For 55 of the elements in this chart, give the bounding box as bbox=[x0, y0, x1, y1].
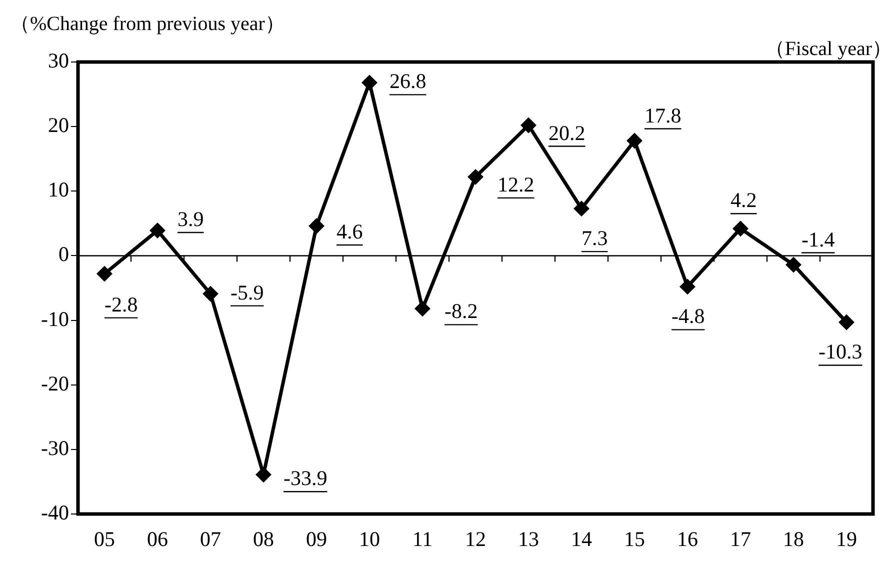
y-tick-label: 0 bbox=[58, 242, 69, 266]
data-label: 17.8 bbox=[644, 103, 682, 128]
data-label: 4.6 bbox=[336, 220, 363, 244]
point bbox=[415, 301, 430, 316]
y-axis-title: （%Change from previous year） bbox=[10, 12, 285, 37]
x-tick-label: 10 bbox=[359, 527, 380, 552]
point bbox=[256, 467, 271, 482]
y-tick-label: -20 bbox=[41, 371, 69, 396]
point bbox=[786, 258, 801, 272]
x-tick-label: 07 bbox=[200, 527, 221, 552]
data-label: -5.9 bbox=[230, 280, 264, 304]
y-tick-label: -10 bbox=[41, 306, 69, 331]
point bbox=[733, 221, 748, 236]
point bbox=[574, 201, 589, 216]
x-tick-label: 06 bbox=[147, 527, 168, 552]
data-label: -2.8 bbox=[104, 292, 138, 316]
x-tick-label: 14 bbox=[571, 527, 592, 552]
x-tick-label: 11 bbox=[412, 527, 433, 552]
data-label: 3.9 bbox=[178, 207, 204, 232]
data-label: 4.2 bbox=[730, 188, 757, 212]
x-tick-label: 09 bbox=[306, 527, 327, 552]
data-label: 20.2 bbox=[548, 120, 586, 145]
x-tick-label: 08 bbox=[253, 527, 274, 552]
x-tick-label: 15 bbox=[624, 527, 645, 552]
x-tick-label: 17 bbox=[730, 527, 751, 552]
x-tick-label: 16 bbox=[677, 527, 698, 552]
data-label: 12.2 bbox=[498, 172, 534, 196]
y-tick-label: 10 bbox=[48, 178, 69, 202]
point bbox=[521, 118, 536, 133]
point bbox=[309, 218, 324, 234]
point bbox=[97, 266, 112, 282]
data-label: -4.8 bbox=[672, 304, 705, 328]
data-label: -33.9 bbox=[284, 466, 328, 490]
point bbox=[468, 170, 483, 184]
data-label: 7.3 bbox=[582, 226, 608, 250]
x-tick-label: 19 bbox=[836, 527, 857, 552]
x-tick-label: 12 bbox=[465, 527, 486, 552]
y-tick-label: 20 bbox=[48, 113, 69, 138]
point bbox=[627, 134, 642, 148]
data-label: 26.8 bbox=[390, 69, 426, 94]
x-tick-label: 13 bbox=[518, 527, 539, 552]
point bbox=[150, 223, 165, 238]
point bbox=[362, 75, 377, 90]
point bbox=[680, 279, 695, 294]
point bbox=[203, 286, 218, 302]
data-label: -8.2 bbox=[444, 299, 478, 324]
x-axis-title: （Fiscal year） bbox=[764, 37, 890, 62]
x-tick-label: 05 bbox=[94, 527, 115, 552]
y-tick-label: -30 bbox=[41, 436, 69, 460]
point bbox=[839, 314, 854, 330]
y-tick-label: -40 bbox=[41, 500, 69, 525]
data-label: -10.3 bbox=[818, 340, 862, 364]
data-label: -1.4 bbox=[802, 227, 836, 252]
x-tick-label: 18 bbox=[783, 527, 804, 552]
y-tick-label: 30 bbox=[48, 48, 69, 73]
